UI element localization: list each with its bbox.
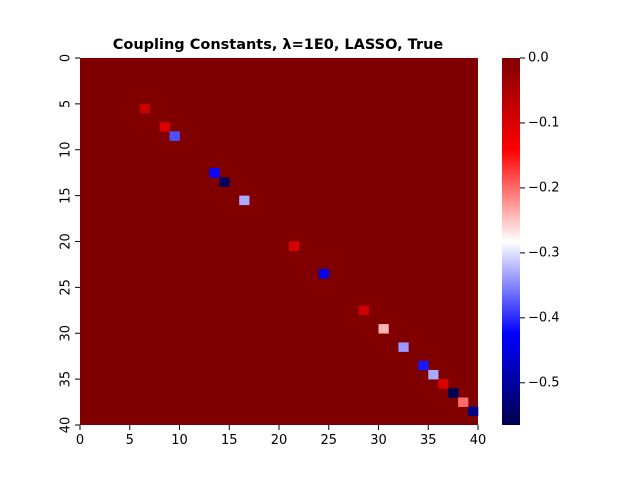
x-tick-label: 35 — [420, 433, 437, 448]
x-tick-label: 40 — [470, 433, 487, 448]
heatmap-cell — [318, 269, 330, 279]
colorbar-gradient — [502, 58, 520, 425]
heatmap-area — [80, 58, 479, 425]
x-tick-label: 0 — [76, 433, 84, 448]
heatmap-cell — [418, 360, 429, 371]
x-tick-label: 25 — [320, 433, 337, 448]
heatmap-cell — [448, 388, 459, 398]
colorbar-tick-label: −0.2 — [528, 180, 560, 195]
heatmap-cell — [169, 131, 180, 141]
y-tick-label: 15 — [59, 187, 74, 204]
heatmap-cell — [209, 168, 220, 178]
y-axis: 0 5 10 15 20 25 30 35 40 — [59, 54, 80, 434]
heatmap-background — [80, 58, 478, 425]
colorbar-tick-label: −0.4 — [528, 310, 560, 325]
x-tick-label: 15 — [221, 433, 238, 448]
y-tick-label: 25 — [59, 279, 74, 296]
heatmap-cell — [139, 103, 150, 114]
x-tick-label: 30 — [370, 433, 387, 448]
y-tick-label: 10 — [59, 141, 74, 158]
heatmap-cell — [458, 397, 469, 407]
y-tick-label: 5 — [59, 100, 74, 108]
heatmap-cell — [428, 369, 439, 380]
colorbar-tick-label: 0.0 — [528, 51, 549, 66]
heatmap-cell — [219, 177, 230, 187]
heatmap-cell — [239, 195, 250, 206]
x-axis: 0 5 10 15 20 25 30 35 40 — [76, 425, 486, 448]
y-tick-label: 30 — [59, 325, 74, 342]
y-tick-label: 40 — [59, 417, 74, 434]
colorbar-tick-label: −0.5 — [528, 375, 560, 390]
colorbar: 0.0 −0.1 −0.2 −0.3 −0.4 −0.5 — [502, 51, 560, 425]
x-tick-label: 20 — [271, 433, 288, 448]
heatmap-cell — [159, 122, 170, 132]
heatmap-cell — [358, 305, 369, 316]
heatmap-cell — [438, 379, 449, 389]
heatmap-cell — [378, 324, 389, 334]
y-tick-label: 20 — [59, 233, 74, 250]
chart-title: Coupling Constants, λ=1E0, LASSO, True — [113, 37, 444, 53]
x-tick-label: 10 — [171, 433, 188, 448]
y-tick-label: 0 — [59, 54, 74, 62]
colorbar-tick-label: −0.1 — [528, 115, 560, 130]
y-tick-label: 35 — [59, 371, 74, 388]
colorbar-tick-label: −0.3 — [528, 245, 560, 260]
heatmap-cell — [468, 406, 479, 417]
heatmap-cell — [288, 241, 300, 251]
heatmap-cell — [398, 342, 409, 352]
x-tick-label: 5 — [126, 433, 134, 448]
